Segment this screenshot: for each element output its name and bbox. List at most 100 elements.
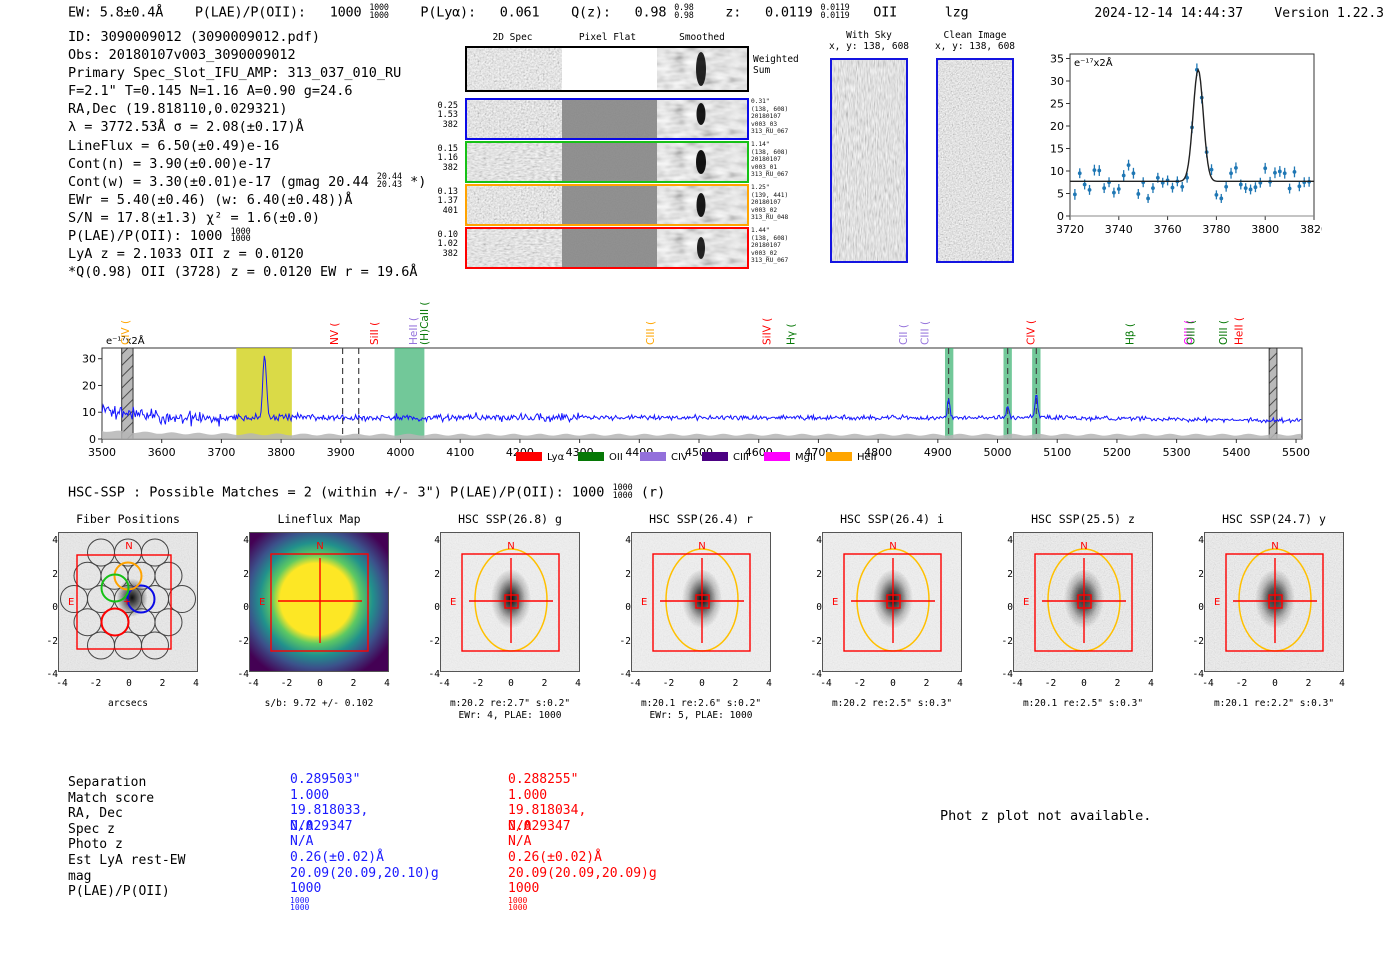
svg-text:N: N [507, 541, 514, 552]
svg-text:E: E [1214, 597, 1220, 608]
image-panel-6-caption-line1: m:20.1 re:2.2" s:0.3" [1213, 698, 1335, 709]
svg-text:25: 25 [1050, 98, 1064, 111]
svg-text:0: 0 [89, 433, 96, 446]
svg-text:CII (: CII ( [898, 324, 910, 345]
image-panel-0-caption: arcsecs [40, 698, 216, 710]
image-panel-4-xtick: -4 [820, 678, 832, 689]
match-table-col1-value-0: 0.289503" [290, 772, 361, 787]
svg-text:35: 35 [1050, 53, 1064, 66]
photo-z-note: Phot z plot not available. [940, 808, 1152, 824]
image-panel-0-ytick: 0 [52, 602, 58, 613]
svg-text:+: + [124, 595, 131, 608]
weighted-sum-label: Weighted Sum [753, 54, 799, 76]
image-panel-5-ytick: 0 [1007, 602, 1013, 613]
cutout-1-image [936, 58, 1014, 263]
image-panel-4-caption: m:20.2 re:2.5" s:0.3" [804, 698, 980, 710]
image-panel-0-xtick: -4 [56, 678, 68, 689]
image-panel-4-title: HSC SSP(26.4) i [840, 512, 944, 526]
image-panel-4-xtick: 0 [890, 678, 896, 689]
version-label: Version 1.22.3 [1274, 6, 1384, 21]
image-panel-4-ytick: 0 [816, 602, 822, 613]
imaging-panels-row: Fiber Positions + N E 4 2 0 -2 -4 -4 -2 0 2 4 arcsecs L… [40, 512, 1380, 727]
svg-text:3900: 3900 [327, 446, 355, 459]
header-z-label: z: [725, 4, 742, 21]
image-panel-6-caption: m:20.1 re:2.2" s:0.3" [1186, 698, 1362, 710]
cutout-1-title: Clean Image [943, 30, 1007, 41]
spec2d-strip-0-right-labels: 0.31" (138, 608) 20180107 v003_03 313_RU_067 [751, 98, 789, 136]
image-panel-4-ytick: -2 [810, 635, 822, 647]
svg-text:4100: 4100 [446, 446, 474, 459]
image-panel-3-ytick: -2 [619, 635, 631, 647]
match-table-label-7: P(LAE)/P(OII) [68, 884, 170, 900]
image-panel-6-title: HSC SSP(24.7) y [1222, 512, 1326, 526]
image-panel-1-xtick: 4 [384, 678, 390, 689]
image-panel-6-ytick: 2 [1198, 568, 1204, 580]
match-table-col1-value-2: 19.818033, 0.029347 [290, 803, 369, 834]
svg-text:30: 30 [82, 353, 96, 366]
svg-text:3600: 3600 [148, 446, 176, 459]
image-panel-3-ytick: 2 [625, 568, 631, 580]
image-panel-2-xtick: 0 [508, 678, 514, 689]
image-panel-2-ytick: 4 [434, 535, 440, 546]
svg-text:CIV (: CIV ( [120, 320, 132, 345]
image-panel-0-image[interactable]: + N E [58, 532, 198, 672]
header-plae-value: 1000 [329, 4, 362, 21]
image-panel-0-ytick: -2 [46, 635, 58, 647]
image-panel-3-ytick: -4 [619, 669, 631, 680]
info-redshifts: LyA z = 2.1033 OII z = 0.0120 [68, 246, 304, 263]
svg-text:3700: 3700 [207, 446, 235, 459]
image-panel-1-title: Lineflux Map [277, 512, 361, 526]
image-panel-3-xtick: -2 [662, 678, 675, 689]
image-panel-6-xtick: 0 [1272, 678, 1278, 689]
svg-text:Hβ (: Hβ ( [1125, 323, 1137, 345]
svg-text:N: N [698, 541, 705, 552]
header-z-type: OII [873, 4, 898, 21]
image-panel-2-xtick: -4 [438, 678, 450, 689]
svg-text:0: 0 [1057, 210, 1064, 223]
header-qz-range: 0.98 0.98 [674, 2, 694, 20]
image-panel-5-ytick: -4 [1001, 669, 1013, 680]
svg-text:10: 10 [1050, 165, 1064, 178]
header-ew: EW: 5.8±0.4Å [68, 4, 164, 21]
image-panel-6-ytick: -4 [1192, 669, 1204, 680]
svg-text:OIII (: OIII ( [1186, 320, 1198, 345]
svg-text:30: 30 [1050, 75, 1064, 88]
svg-text:Hγ (: Hγ ( [786, 323, 798, 345]
image-panel-1-xtick: 0 [317, 678, 323, 689]
svg-text:CIV (: CIV ( [1026, 320, 1038, 345]
image-panel-1-caption: s/b: 9.72 +/- 0.102 [231, 698, 407, 710]
image-panel-5-title: HSC SSP(25.5) z [1031, 512, 1135, 526]
image-panel-4-ytick: 2 [816, 568, 822, 580]
spec2d-strip-0 [465, 98, 749, 140]
match-table-label-3: Spec z [68, 821, 115, 837]
image-panel-2-caption-line1: m:20.2 re:2.7" s:0.2" [449, 698, 571, 709]
image-panel-5-caption: m:20.1 re:2.5" s:0.3" [995, 698, 1171, 710]
image-panel-1-ytick: 4 [243, 535, 249, 546]
weighted-sum-row [465, 46, 749, 92]
info-lineflux: LineFlux = 6.50(±0.49)e-16 [68, 137, 280, 154]
svg-text:4700: 4700 [804, 446, 832, 459]
image-panel-0-ytick: -4 [46, 669, 58, 680]
svg-text:4000: 4000 [387, 446, 415, 459]
header-plae-label: P(LAE)/P(OII): [194, 4, 306, 21]
info-obs: Obs: 20180107v003_3090009012 [68, 47, 296, 64]
spec2d-strip-3 [465, 227, 749, 269]
svg-text:5400: 5400 [1222, 446, 1250, 459]
image-panel-3: HSC SSP(26.4) r N E 4 2 0 -2 -4 -4 -2 0 2 4 m:20.1 re… [613, 512, 789, 722]
svg-text:Lyα: Lyα [547, 452, 565, 463]
match-table-col2-value-4: N/A [508, 834, 532, 850]
match-table-col2-value-2: 19.818034, 0.029347 [508, 803, 587, 834]
svg-text:OII: OII [609, 452, 623, 463]
svg-text:5: 5 [1057, 188, 1064, 201]
image-panel-1-ytick: -4 [237, 669, 249, 680]
svg-text:4900: 4900 [924, 446, 952, 459]
image-panel-0-xtick: 0 [126, 678, 132, 689]
cutout-0-image [830, 58, 908, 263]
info-ewr: EWr = 5.40(±0.46) (w: 6.40(±0.48))Å [68, 191, 353, 208]
